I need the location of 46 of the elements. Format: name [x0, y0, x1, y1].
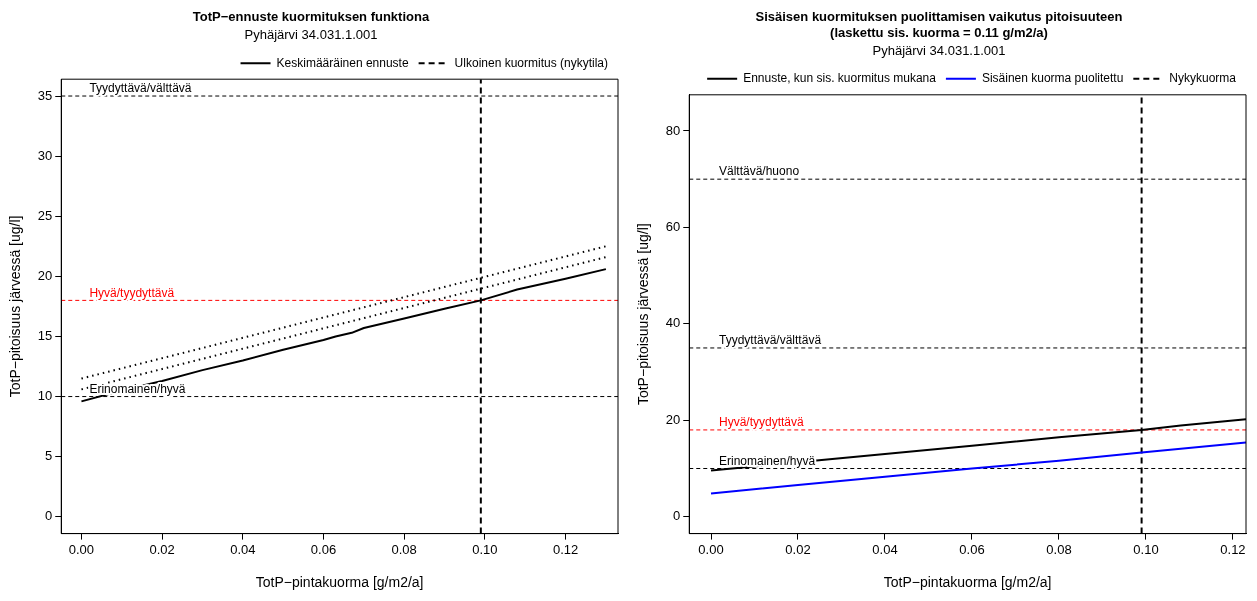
y-tick-label: 5: [45, 448, 53, 464]
y-axis-title: TotP−pitoisuus järvessä [ug/l]: [7, 215, 24, 398]
x-tick-label: 0.12: [552, 541, 579, 557]
x-tick-label: 0.10: [1133, 541, 1159, 557]
x-tick-label: 0.00: [698, 541, 724, 557]
x-axis-title: TotP−pintakuorma [g/m2/a]: [255, 574, 424, 591]
y-tick-label: 0: [45, 508, 53, 524]
x-tick-label: 0.06: [959, 541, 985, 557]
legend-label: Nykykuorma: [1169, 71, 1237, 86]
x-tick-label: 0.04: [872, 541, 898, 557]
ref-line-label: Erinomainen/hyvä: [719, 453, 816, 468]
y-tick-label: 20: [37, 267, 53, 283]
x-tick-label: 0.12: [1220, 541, 1246, 557]
legend-label: Keskimääräinen ennuste: [276, 55, 409, 70]
y-tick-label: 80: [665, 122, 681, 138]
x-tick-label: 0.02: [785, 541, 811, 557]
chart-title: Sisäisen kuormituksen puolittamisen vaikutus pitoisuuteen (laskettu sis. kuorma = 0.11 g/m2/a): [755, 9, 1123, 40]
y-tick-label: 30: [37, 147, 53, 163]
chart-subtitle: Pyhäjärvi 34.031.1.001: [872, 42, 1006, 58]
chart-title: TotP−ennuste kuormituksen funktiona: [192, 9, 430, 25]
legend-label: Ulkoinen kuormitus (nykytila): [454, 55, 609, 70]
x-tick-label: 0.00: [68, 541, 95, 557]
y-axis-title: TotP−pitoisuus järvessä [ug/l]: [635, 223, 652, 406]
y-tick-label: 10: [37, 388, 53, 404]
y-tick-label: 40: [665, 315, 681, 331]
x-tick-label: 0.08: [1046, 541, 1072, 557]
ref-line-label: Välttävä/huono: [719, 164, 800, 179]
ref-line-label: Tyydyttävä/välttävä: [719, 333, 822, 348]
chart-subtitle: Pyhäjärvi 34.031.1.001: [244, 26, 378, 42]
y-tick-label: 20: [665, 411, 681, 427]
x-axis-title: TotP−pintakuorma [g/m2/a]: [883, 574, 1052, 591]
x-tick-label: 0.04: [230, 541, 256, 557]
legend-label: Sisäinen kuorma puolitettu: [981, 71, 1124, 86]
y-tick-label: 0: [673, 508, 681, 524]
x-tick-label: 0.08: [391, 541, 417, 557]
x-tick-label: 0.02: [149, 541, 175, 557]
y-tick-label: 25: [37, 207, 53, 223]
y-tick-label: 35: [37, 87, 53, 103]
ref-line-label: Hyvä/tyydyttävä: [89, 285, 175, 300]
x-tick-label: 0.06: [310, 541, 337, 557]
y-tick-label: 60: [665, 218, 681, 234]
ref-line-label: Hyvä/tyydyttävä: [719, 415, 805, 430]
legend-label: Ennuste, kun sis. kuormitus mukana: [743, 71, 937, 86]
y-tick-label: 15: [37, 328, 53, 344]
ref-line-label: Tyydyttävä/välttävä: [89, 81, 192, 96]
x-tick-label: 0.10: [472, 541, 498, 557]
